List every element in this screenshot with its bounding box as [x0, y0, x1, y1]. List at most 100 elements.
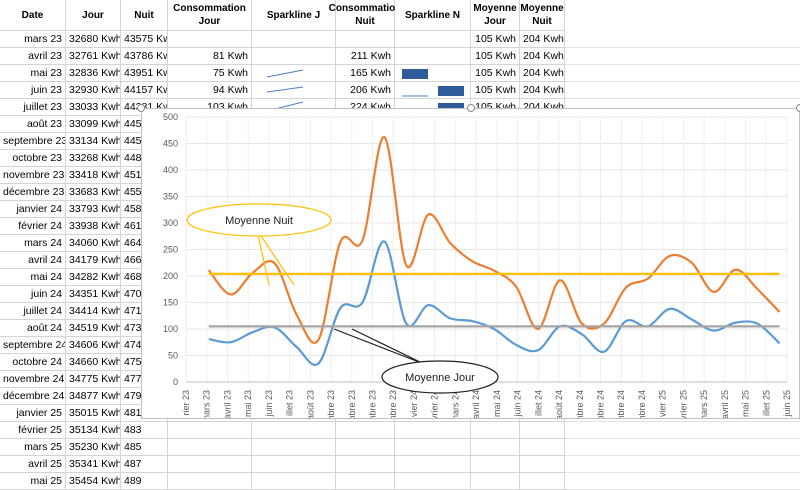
table-cell[interactable]: 32930 Kwh	[66, 82, 121, 99]
table-cell[interactable]: 34179 Kwh	[66, 252, 121, 269]
table-cell[interactable]: 105 Kwh	[471, 82, 520, 99]
table-cell[interactable]: 34351 Kwh	[66, 286, 121, 303]
table-cell[interactable]: août 23	[0, 116, 66, 133]
table-cell[interactable]: 204 Kwh	[520, 31, 565, 48]
table-cell[interactable]	[520, 422, 565, 439]
table-cell[interactable]: novembre 24	[0, 371, 66, 388]
table-cell[interactable]	[520, 439, 565, 456]
table-cell[interactable]: mars 23	[0, 31, 66, 48]
table-cell[interactable]	[168, 422, 252, 439]
table-cell[interactable]: 211 Kwh	[336, 48, 395, 65]
table-cell[interactable]: 35454 Kwh	[66, 473, 121, 490]
table-cell[interactable]	[168, 456, 252, 473]
header-jour[interactable]: Jour	[66, 0, 121, 31]
sparkline-n-cell[interactable]	[395, 456, 471, 473]
table-cell[interactable]: 94 Kwh	[168, 82, 252, 99]
table-cell[interactable]: 81 Kwh	[168, 48, 252, 65]
table-cell[interactable]: 35015 Kwh	[66, 405, 121, 422]
table-cell[interactable]: janvier 24	[0, 201, 66, 218]
header-sparkline-n[interactable]: Sparkline N	[395, 0, 471, 31]
table-cell[interactable]: 75 Kwh	[168, 65, 252, 82]
table-cell[interactable]: septembre 24	[0, 337, 66, 354]
sparkline-j-cell[interactable]	[252, 422, 336, 439]
sparkline-j-cell[interactable]	[252, 31, 336, 48]
table-cell[interactable]	[168, 439, 252, 456]
table-cell[interactable]: juin 24	[0, 286, 66, 303]
table-cell[interactable]: 34060 Kwh	[66, 235, 121, 252]
table-cell[interactable]: 35134 Kwh	[66, 422, 121, 439]
table-cell[interactable]: juin 23	[0, 82, 66, 99]
table-cell[interactable]: juillet 23	[0, 99, 66, 116]
sparkline-j-cell[interactable]	[252, 439, 336, 456]
table-cell[interactable]: 33418 Kwh	[66, 167, 121, 184]
table-cell[interactable]: avril 23	[0, 48, 66, 65]
header-conso-jour[interactable]: Consommation Jour	[168, 0, 252, 31]
table-cell[interactable]: 34877 Kwh	[66, 388, 121, 405]
sparkline-n-cell[interactable]	[395, 439, 471, 456]
table-cell[interactable]: 487	[121, 456, 168, 473]
table-cell[interactable]: avril 25	[0, 456, 66, 473]
table-cell[interactable]: 206 Kwh	[336, 82, 395, 99]
table-cell[interactable]	[471, 422, 520, 439]
table-cell[interactable]: 43786 Kwh	[121, 48, 168, 65]
table-cell[interactable]	[471, 473, 520, 490]
table-cell[interactable]: 105 Kwh	[471, 31, 520, 48]
sparkline-j-cell[interactable]	[252, 82, 336, 99]
sparkline-j-cell[interactable]	[252, 65, 336, 82]
table-cell[interactable]: 34775 Kwh	[66, 371, 121, 388]
header-date[interactable]: Date	[0, 0, 66, 31]
table-cell[interactable]: 489	[121, 473, 168, 490]
table-cell[interactable]: 32761 Kwh	[66, 48, 121, 65]
table-cell[interactable]: 33099 Kwh	[66, 116, 121, 133]
sparkline-j-cell[interactable]	[252, 48, 336, 65]
sparkline-j-cell[interactable]	[252, 473, 336, 490]
table-cell[interactable]: juillet 24	[0, 303, 66, 320]
table-cell[interactable]: janvier 25	[0, 405, 66, 422]
header-nuit[interactable]: Nuit	[121, 0, 168, 31]
table-cell[interactable]	[336, 422, 395, 439]
table-cell[interactable]	[336, 439, 395, 456]
table-cell[interactable]	[520, 456, 565, 473]
chart-resize-handle[interactable]	[137, 104, 145, 112]
table-cell[interactable]	[471, 456, 520, 473]
table-cell[interactable]: 204 Kwh	[520, 48, 565, 65]
table-cell[interactable]: 32836 Kwh	[66, 65, 121, 82]
table-cell[interactable]: 32680 Kwh	[66, 31, 121, 48]
table-cell[interactable]: 35230 Kwh	[66, 439, 121, 456]
table-cell[interactable]: mai 23	[0, 65, 66, 82]
table-cell[interactable]: 35341 Kwh	[66, 456, 121, 473]
table-cell[interactable]	[168, 473, 252, 490]
table-cell[interactable]: 33683 Kwh	[66, 184, 121, 201]
header-moyenne-nuit[interactable]: Moyenne Nuit	[520, 0, 565, 31]
table-cell[interactable]: mars 25	[0, 439, 66, 456]
sparkline-j-cell[interactable]	[252, 456, 336, 473]
chart-resize-handle-right[interactable]	[796, 104, 800, 112]
header-moyenne-jour[interactable]: Moyenne Jour	[471, 0, 520, 31]
table-cell[interactable]: février 24	[0, 218, 66, 235]
table-cell[interactable]: 165 Kwh	[336, 65, 395, 82]
table-cell[interactable]	[336, 473, 395, 490]
table-cell[interactable]: 105 Kwh	[471, 48, 520, 65]
table-cell[interactable]: 33134 Kwh	[66, 133, 121, 150]
table-cell[interactable]: 34660 Kwh	[66, 354, 121, 371]
table-cell[interactable]: 34606 Kwh	[66, 337, 121, 354]
sparkline-n-cell[interactable]	[395, 82, 471, 99]
table-cell[interactable]: 483	[121, 422, 168, 439]
table-cell[interactable]: mai 25	[0, 473, 66, 490]
table-cell[interactable]: 33033 Kwh	[66, 99, 121, 116]
table-cell[interactable]: août 24	[0, 320, 66, 337]
sparkline-n-cell[interactable]	[395, 48, 471, 65]
table-cell[interactable]: 43575 Kwh	[121, 31, 168, 48]
table-cell[interactable]: 34282 Kwh	[66, 269, 121, 286]
table-cell[interactable]: décembre 23	[0, 184, 66, 201]
table-cell[interactable]: 44157 Kwh	[121, 82, 168, 99]
chart-resize-handle-top[interactable]	[467, 104, 475, 112]
table-cell[interactable]: 34414 Kwh	[66, 303, 121, 320]
table-cell[interactable]: 33268 Kwh	[66, 150, 121, 167]
table-cell[interactable]: 105 Kwh	[471, 65, 520, 82]
header-sparkline-j[interactable]: Sparkline J	[252, 0, 336, 31]
table-cell[interactable]	[336, 31, 395, 48]
table-cell[interactable]	[520, 473, 565, 490]
sparkline-n-cell[interactable]	[395, 31, 471, 48]
table-cell[interactable]: 34519 Kwh	[66, 320, 121, 337]
